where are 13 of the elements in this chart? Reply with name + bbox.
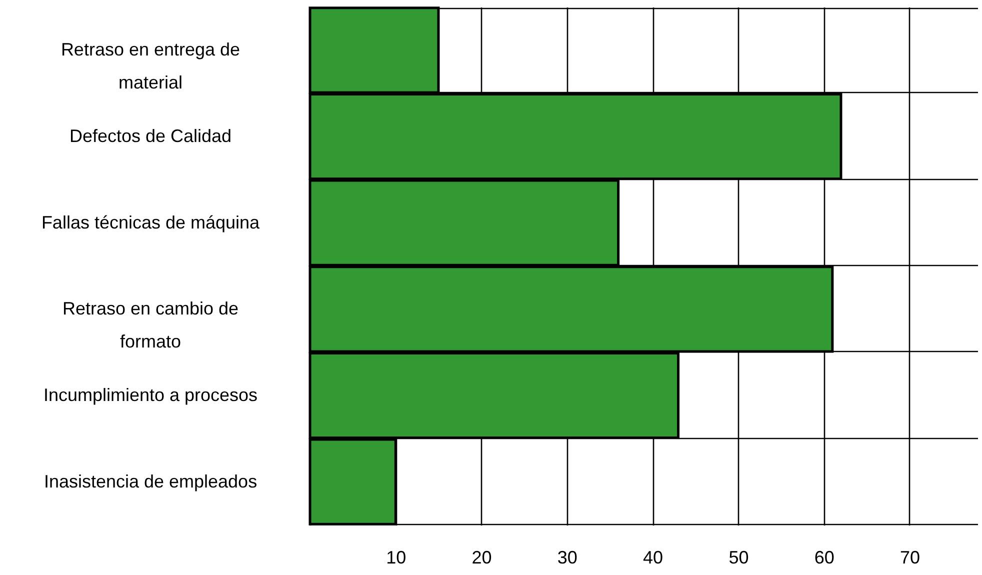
x-tick-label: 70	[900, 548, 920, 568]
y-tick-label: Fallas técnicas de máquina	[41, 212, 261, 232]
y-tick-label: Retraso en cambio de formato	[62, 298, 239, 352]
y-tick-label: Inasistencia de empleados	[44, 471, 258, 492]
x-tick-label: 30	[557, 548, 578, 568]
x-tick-label: 60	[814, 548, 834, 568]
x-tick-label: 20	[472, 548, 492, 568]
y-tick-label: Retraso en entrega de material	[60, 40, 240, 93]
x-tick-label: 40	[643, 548, 664, 568]
y-tick-label: Defectos de Calidad	[69, 126, 232, 146]
x-tick-label: 50	[728, 548, 749, 568]
x-tick-label: 10	[386, 548, 406, 568]
y-tick-label: Incumplimiento a procesos	[43, 385, 258, 405]
